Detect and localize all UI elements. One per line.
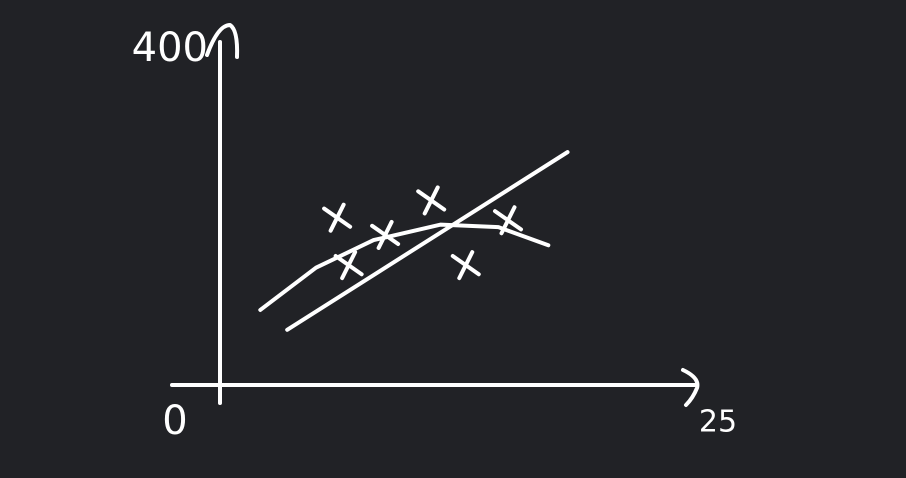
- data-point: [416, 185, 447, 216]
- data-point: [450, 250, 481, 281]
- x-axis-arrow: [681, 368, 700, 407]
- data-point: [333, 250, 364, 281]
- y-tick-label: 400: [132, 25, 208, 71]
- data-point: [370, 219, 401, 250]
- line: [258, 222, 551, 312]
- data-point: [322, 202, 353, 233]
- x-tick-label: 25: [699, 405, 737, 440]
- line: [285, 150, 570, 332]
- x-tick-label: 0: [162, 398, 187, 444]
- y-axis-arrow: [205, 23, 240, 59]
